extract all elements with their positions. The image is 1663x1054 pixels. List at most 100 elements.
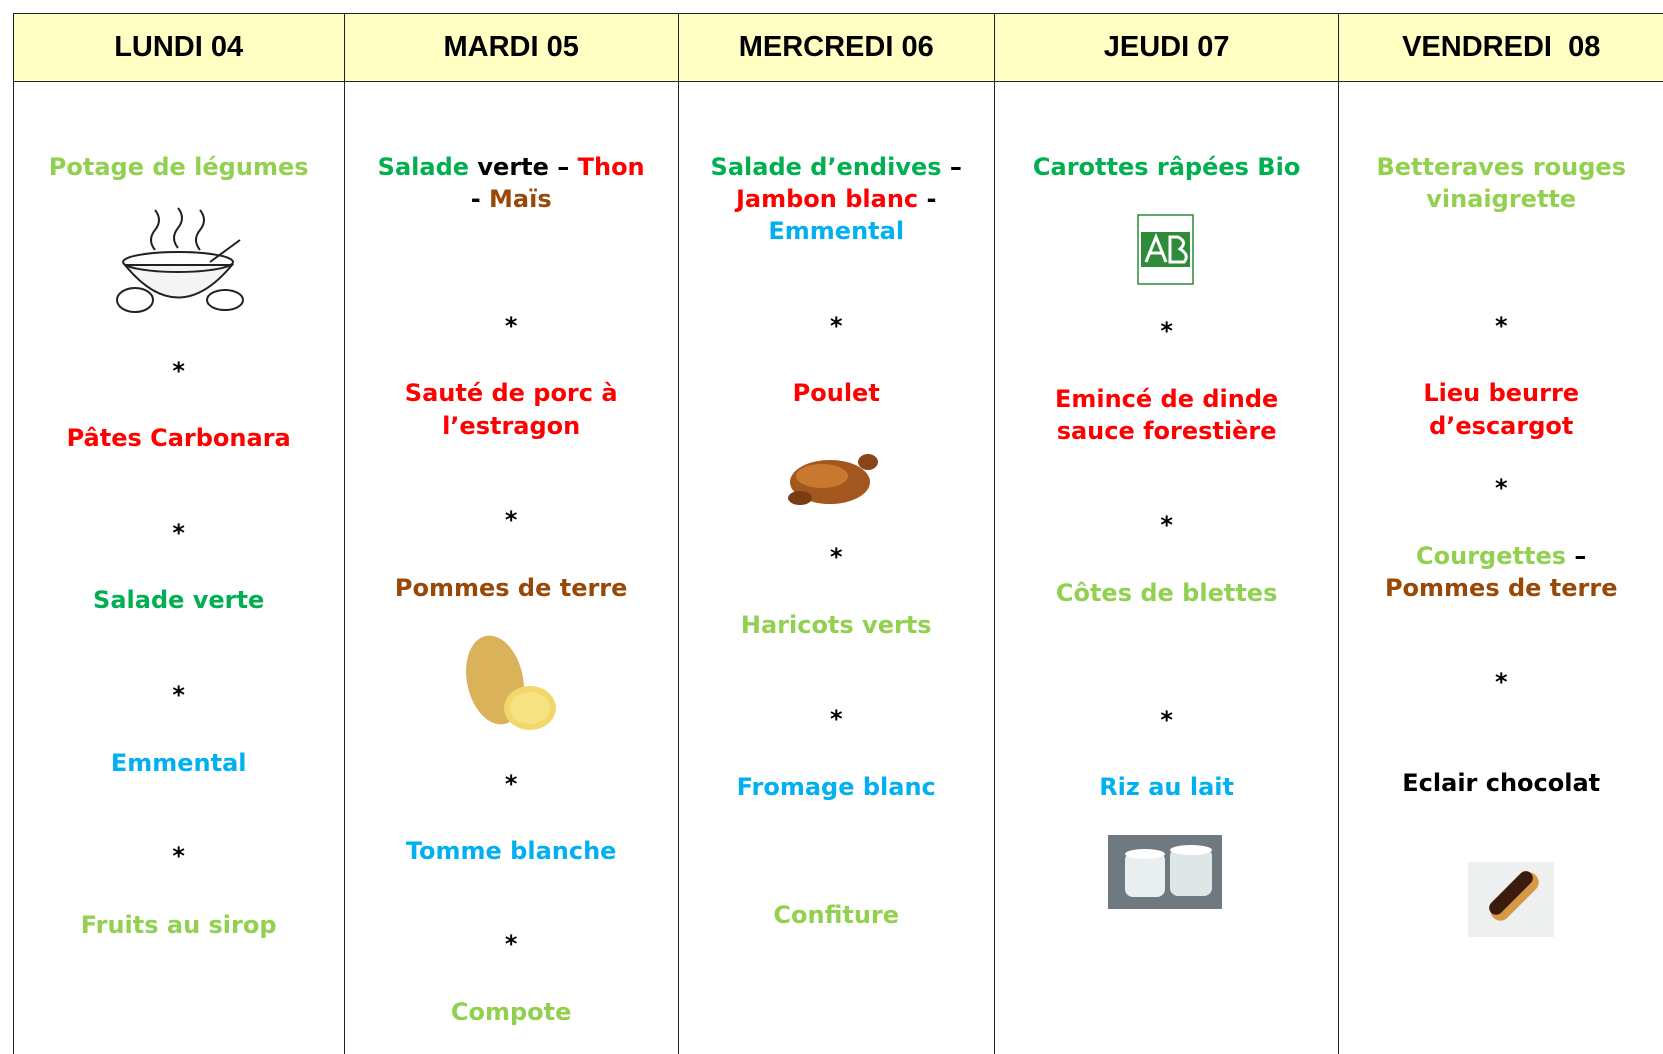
menu-line: Lieu beurre (1339, 377, 1663, 409)
menu-line: * (345, 768, 678, 800)
menu-text: l’estragon (442, 411, 581, 440)
menu-text: * (504, 311, 518, 340)
menu-text: Emmental (768, 217, 905, 246)
menu-text: Fruits au sirop (80, 910, 277, 939)
menu-text: * (1494, 667, 1508, 696)
menu-text: * (504, 505, 518, 534)
menu-text: - (918, 184, 937, 213)
menu-text: * (172, 680, 185, 709)
menu-text: * (1494, 473, 1508, 502)
menu-line: * (995, 509, 1339, 541)
menu-line: Haricots verts (679, 609, 994, 641)
menu-line: Compote (345, 996, 678, 1028)
menu-text: Sauté de porc à (404, 379, 618, 408)
menu-text: d’escargot (1429, 411, 1574, 440)
menu-line: * (14, 517, 344, 549)
day-column: VENDREDI 08 Betteraves rouges vinaigrette *… (1338, 13, 1663, 1054)
menu-line: Fruits au sirop (14, 909, 344, 941)
menu-line: * (14, 840, 344, 872)
menu-text: Fromage blanc (736, 772, 936, 801)
menu-text: – (941, 152, 962, 181)
menu-line: Jambon blanc - (679, 183, 994, 215)
menu-line: Salade d’endives – (679, 151, 994, 183)
menu-line: Potage de légumes (14, 151, 344, 183)
organic-logo (1137, 214, 1194, 285)
menu-text: * (504, 929, 518, 958)
menu-text: * (1160, 316, 1173, 345)
day-header: LUNDI 04 (13, 13, 344, 82)
day-column: LUNDI 04 Potage de légumes * Pâtes Carbonar… (12, 13, 344, 1054)
menu-text: Salade verte (93, 586, 265, 615)
menu-text: Emmental (110, 748, 247, 777)
menu-text: * (172, 841, 185, 870)
menu-text: Eclair chocolat (1402, 768, 1601, 797)
day-header: JEUDI 07 (994, 13, 1339, 82)
menu-text: Pommes de terre (394, 573, 628, 602)
menu-line: Tomme blanche (345, 835, 678, 867)
menu-line: sauce forestière (995, 415, 1339, 447)
day-header: MERCREDI 06 (678, 13, 994, 82)
menu-line: * (995, 315, 1339, 347)
menu-line: Sauté de porc à (345, 377, 678, 409)
menu-line: Salade verte – Thon (345, 151, 678, 183)
menu-text: Pommes de terre (1384, 574, 1618, 603)
menu-text: – (1566, 541, 1587, 570)
menu-line: * (679, 541, 994, 573)
menu-line: Betteraves rouges (1339, 151, 1663, 183)
menu-text: Courgettes (1416, 541, 1567, 570)
menu-line: * (345, 504, 678, 536)
menu-line: Eclair chocolat (1339, 767, 1663, 799)
menu-line: - Maïs (345, 183, 678, 215)
rice-pudding-image (1108, 835, 1222, 909)
menu-text: Betteraves rouges (1376, 152, 1626, 181)
menu-text: * (829, 542, 843, 571)
menu-text: * (1160, 510, 1173, 539)
menu-text: Haricots verts (740, 610, 932, 639)
menu-line: Poulet (679, 377, 994, 409)
menu-text: * (829, 311, 843, 340)
menu-line: Riz au lait (995, 771, 1339, 803)
soup-icon (116, 207, 244, 313)
menu-line: * (345, 310, 678, 342)
menu-line: Pommes de terre (1339, 572, 1663, 604)
menu-text: * (172, 357, 185, 386)
menu-text: Potage de légumes (48, 152, 309, 181)
menu-text: Poulet (792, 379, 880, 408)
menu-line: Confiture (679, 899, 994, 931)
menu-line: Pâtes Carbonara (14, 422, 344, 454)
menu-line: * (14, 679, 344, 711)
menu-text: Emincé de dinde (1054, 384, 1279, 413)
day-header: MARDI 05 (344, 13, 678, 82)
menu-line: Salade verte (14, 584, 344, 616)
menu-text: Salade (377, 152, 478, 181)
menu-text: Jambon blanc (735, 184, 919, 213)
eclair-image (1468, 862, 1554, 937)
day-header: VENDREDI 08 (1339, 13, 1663, 82)
menu-line: * (1339, 310, 1663, 342)
menu-line: Emincé de dinde (995, 383, 1339, 415)
menu-line: Fromage blanc (679, 771, 994, 803)
chicken-image (788, 454, 878, 505)
menu-text: - (470, 184, 490, 213)
menu-line: * (995, 704, 1339, 736)
menu-text: Compote (450, 997, 572, 1026)
menu-line: * (345, 928, 678, 960)
menu-text: Thon (577, 152, 645, 181)
menu-line: * (679, 310, 994, 342)
potato-image (466, 635, 556, 730)
menu-line: Emmental (14, 747, 344, 779)
menu-text: * (504, 769, 518, 798)
menu-line: Courgettes – (1339, 540, 1663, 572)
menu-line: l’estragon (345, 410, 678, 442)
menu-text: Maïs (489, 184, 552, 213)
menu-text: * (1160, 706, 1173, 735)
menu-line: Côtes de blettes (995, 577, 1339, 609)
menu-text: Côtes de blettes (1055, 578, 1278, 607)
menu-text: * (829, 705, 843, 734)
menu-text: Carottes râpées Bio (1032, 152, 1301, 181)
menu-text: vinaigrette (1426, 184, 1577, 213)
menu-line: Pommes de terre (345, 572, 678, 604)
menu-text: verte – (477, 152, 578, 181)
